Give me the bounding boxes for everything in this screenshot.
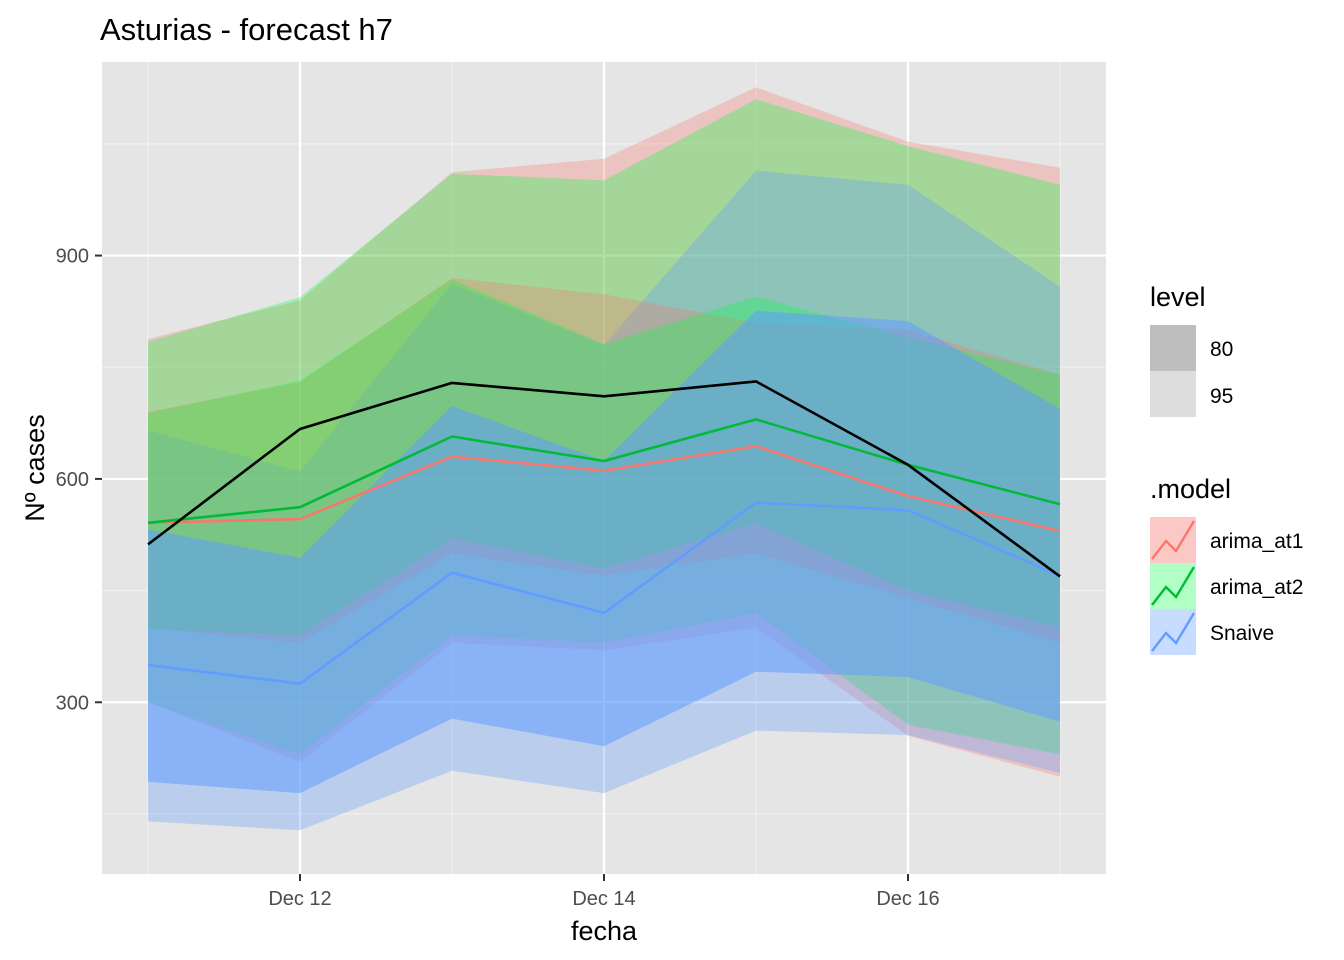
legend-level-80-swatch [1150,325,1196,371]
snaive-band-80 [148,310,1060,794]
arima-at1-forecast-line [147,444,1061,533]
legend-arima-at1-line [1151,520,1196,560]
legend-snaive-line [1151,612,1196,652]
y-tick-label: 300 [56,692,89,714]
y-axis-title: Nº cases [20,414,50,521]
legend-level-80-label: 80 [1210,338,1233,361]
legend-arima-at2-line [1151,566,1196,606]
x-tick-label: Dec 16 [876,888,939,910]
x-tick-label: Dec 12 [268,888,331,910]
legend-model-snaive: Snaive [1150,609,1274,655]
chart-title: Asturias - forecast h7 [100,12,393,47]
legend-level-title: level [1150,282,1206,312]
actual-line [147,380,1061,578]
legend-level-95-swatch [1150,371,1196,417]
y-tick-label: 900 [56,246,89,268]
legend-model-arima-at1: arima_at1 [1150,517,1303,563]
legend-arima-at2-label: arima_at2 [1210,576,1303,599]
x-axis: Dec 12 Dec 14 Dec 16 [268,874,940,910]
y-axis: 300 600 900 [56,246,102,714]
legend-arima-at1-swatch [1150,517,1196,563]
series-lines [147,380,1061,686]
y-tick-label: 600 [56,469,89,491]
x-axis-title: fecha [571,916,638,946]
legend-snaive-label: Snaive [1210,622,1274,645]
legend-model-title: .model [1150,474,1231,504]
legend-level-95-label: 95 [1210,385,1233,408]
legend-snaive-swatch [1150,609,1196,655]
legend-model: .model arima_at1 arima_at2 Snaive [1150,474,1303,655]
snaive-forecast-line [147,501,1061,686]
legend-level: level 80 95 [1150,282,1233,417]
legend-arima-at2-swatch [1150,563,1196,609]
x-tick-label: Dec 14 [572,888,635,910]
legend-arima-at1-label: arima_at1 [1210,530,1303,553]
legend-model-arima-at2: arima_at2 [1150,563,1303,609]
